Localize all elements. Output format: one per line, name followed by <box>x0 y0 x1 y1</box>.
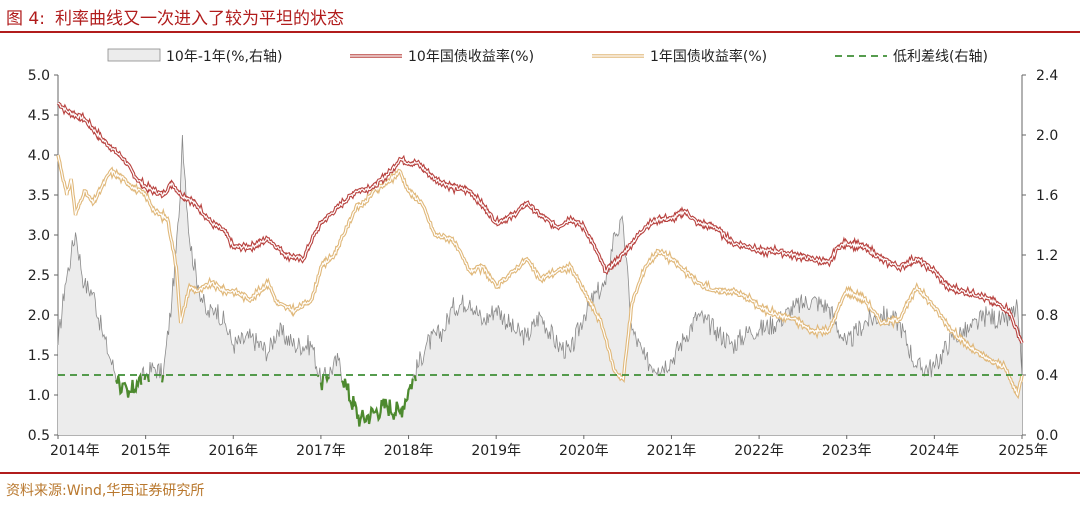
title-rule <box>0 31 1080 33</box>
x-tick-label: 2025年 <box>998 443 1048 459</box>
left-tick-label: 4.0 <box>28 148 50 164</box>
spread-area <box>58 135 1022 435</box>
x-tick-label: 2024年 <box>910 443 960 459</box>
figure-number: 图 4: <box>6 9 45 29</box>
legend-label: 10年国债收益率(%) <box>408 48 534 65</box>
left-tick-label: 5.0 <box>28 68 50 84</box>
legend-swatch-spread <box>107 48 161 62</box>
low-spread-segment <box>146 375 150 383</box>
y10-yield-line <box>57 102 1023 344</box>
spread-line <box>57 134 1023 427</box>
legend-label: 10年-1年(%,右轴) <box>166 49 282 65</box>
x-tick-label: 2016年 <box>208 443 258 459</box>
legend: 10年-1年(%,右轴) 10年国债收益率(%) 1年国债收益率(%) 低利差线(右轴… <box>107 48 988 65</box>
x-tick-label: 2015年 <box>121 443 171 459</box>
left-tick-label: 1.0 <box>28 388 50 404</box>
x-tick-label: 2022年 <box>734 443 784 459</box>
low-spread-segment <box>340 378 414 427</box>
left-tick-label: 3.5 <box>28 188 50 204</box>
x-tick-label: 2014年 <box>50 443 100 459</box>
source-note: 资料来源:Wind,华西证券研究所 <box>6 483 205 499</box>
low-spread-segments <box>115 372 417 427</box>
figure-title-text: 利率曲线又一次进入了较为平坦的状态 <box>54 9 344 29</box>
low-spread-segment <box>319 376 325 391</box>
legend-label: 1年国债收益率(%) <box>650 48 767 65</box>
right-tick-label: 2.4 <box>1036 68 1058 84</box>
left-tick-label: 2.5 <box>28 268 50 284</box>
left-tick-label: 4.5 <box>28 108 50 124</box>
source-rule <box>0 472 1080 474</box>
right-tick-label: 0.8 <box>1036 308 1058 324</box>
low-spread-segment <box>115 372 143 398</box>
figure-title: 图 4: 利率曲线又一次进入了较为平坦的状态 <box>6 4 344 29</box>
left-tick-label: 2.0 <box>28 308 50 324</box>
left-tick-label: 0.5 <box>28 428 50 444</box>
left-tick-label: 3.0 <box>28 228 50 244</box>
x-tick-label: 2017年 <box>296 443 346 459</box>
right-tick-label: 1.6 <box>1036 188 1058 204</box>
low-spread-segment <box>161 374 165 383</box>
x-tick-label: 2021年 <box>647 443 697 459</box>
right-tick-label: 0.0 <box>1036 428 1058 444</box>
low-spread-segment <box>325 375 330 384</box>
series-group <box>56 101 1024 435</box>
x-tick-label: 2019年 <box>471 443 521 459</box>
right-tick-label: 2.0 <box>1036 128 1058 144</box>
tick-labels-group: 0.5 1.0 1.5 2.0 2.5 3.0 3.5 4.0 4.5 5.0 0.0 0.4 0.8 1… <box>28 68 1059 459</box>
low-spread-segment <box>413 375 417 382</box>
x-tick-label: 2018年 <box>384 443 434 459</box>
yield-curve-chart: 0.5 1.0 1.5 2.0 2.5 3.0 3.5 4.0 4.5 5.0 0.0 0.4 0.8 1… <box>28 48 1059 459</box>
low-spread-segment <box>316 374 320 378</box>
legend-label: 低利差线(右轴) <box>893 49 988 65</box>
right-tick-label: 1.2 <box>1036 248 1058 264</box>
x-tick-label: 2020年 <box>559 443 609 459</box>
left-tick-label: 1.5 <box>28 348 50 364</box>
y1-yield-line <box>57 154 1023 397</box>
right-tick-label: 0.4 <box>1036 368 1058 384</box>
x-tick-label: 2023年 <box>822 443 872 459</box>
